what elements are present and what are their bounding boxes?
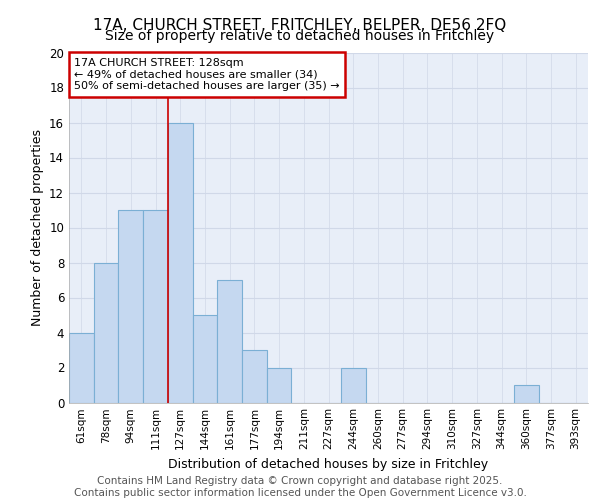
Bar bbox=[118, 210, 143, 402]
Text: Contains HM Land Registry data © Crown copyright and database right 2025.
Contai: Contains HM Land Registry data © Crown c… bbox=[74, 476, 526, 498]
Y-axis label: Number of detached properties: Number of detached properties bbox=[31, 129, 44, 326]
Bar bbox=[514, 385, 539, 402]
Bar bbox=[242, 350, 267, 403]
Text: Size of property relative to detached houses in Fritchley: Size of property relative to detached ho… bbox=[106, 29, 494, 43]
Bar bbox=[94, 262, 118, 402]
Bar bbox=[168, 122, 193, 402]
Text: 17A CHURCH STREET: 128sqm
← 49% of detached houses are smaller (34)
50% of semi-: 17A CHURCH STREET: 128sqm ← 49% of detac… bbox=[74, 58, 340, 91]
Bar bbox=[267, 368, 292, 402]
Bar bbox=[193, 315, 217, 402]
Bar bbox=[217, 280, 242, 402]
Bar bbox=[341, 368, 365, 402]
Text: 17A, CHURCH STREET, FRITCHLEY, BELPER, DE56 2FQ: 17A, CHURCH STREET, FRITCHLEY, BELPER, D… bbox=[94, 18, 506, 32]
X-axis label: Distribution of detached houses by size in Fritchley: Distribution of detached houses by size … bbox=[169, 458, 488, 471]
Bar bbox=[69, 332, 94, 402]
Bar bbox=[143, 210, 168, 402]
